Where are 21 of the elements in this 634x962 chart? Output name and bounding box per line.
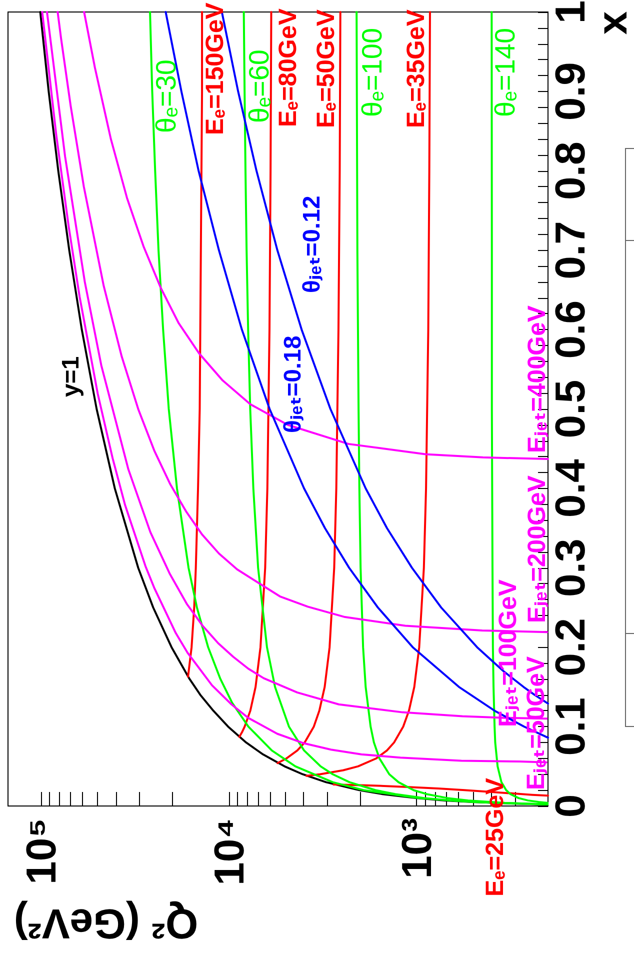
- y-tick-label: 0.9: [546, 62, 594, 121]
- text: Eₑ=150GeV: [201, 2, 229, 135]
- text: θₑ=30: [150, 60, 182, 133]
- text: Eₑ=50GeV: [312, 9, 340, 128]
- y-tick-label: 0.7: [546, 221, 594, 280]
- y-tick-label: 0.8: [546, 142, 594, 200]
- text: y=1: [58, 356, 84, 397]
- x-tick-label: 10⁴: [205, 818, 252, 886]
- text: Eₑ=35GeV: [402, 9, 430, 128]
- x-tick-label: 10⁵: [18, 818, 65, 884]
- x-tick-label: 10³: [393, 818, 440, 879]
- text: θⱼₑₜ=0.18: [280, 336, 306, 433]
- text: Eⱼₑₜ=100GeV: [494, 579, 522, 727]
- x-axis-title: Q² (GeV²): [14, 900, 198, 948]
- text: θₑ=100: [356, 28, 388, 117]
- text: θⱼₑₜ=0.12: [298, 196, 326, 293]
- y-tick-label: 0: [546, 794, 594, 818]
- text: Eₑ=80GeV: [274, 8, 302, 127]
- text: Eₑ=25GeV: [481, 778, 509, 897]
- text: θₑ=60: [244, 50, 274, 123]
- text: θₑ=140: [490, 28, 520, 117]
